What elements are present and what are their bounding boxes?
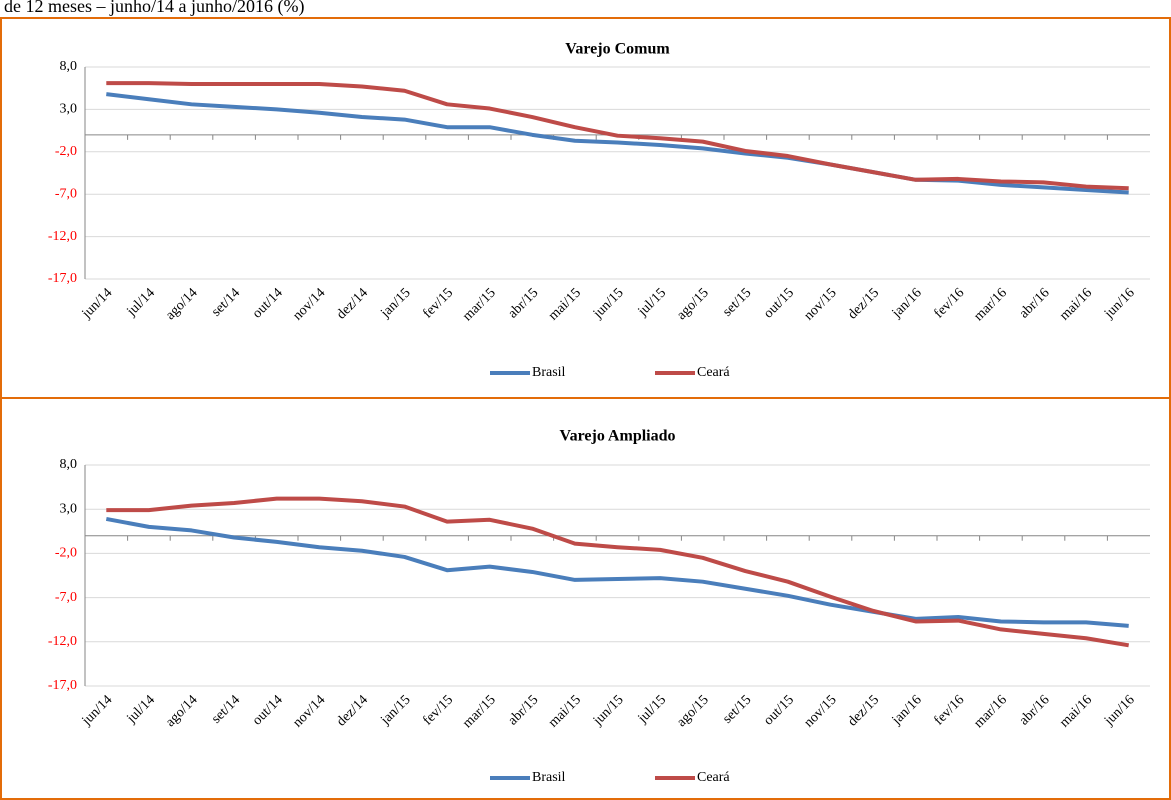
x-tick-label: set/15 — [720, 692, 754, 726]
x-tick-label: ago/14 — [163, 692, 201, 730]
series-line — [106, 92, 1129, 195]
y-tick-label: -12,0 — [48, 634, 77, 649]
x-tick-label: mai/15 — [546, 285, 584, 323]
x-tick-label: nov/15 — [801, 692, 839, 730]
series-line — [105, 516, 1129, 628]
y-tick-label: -17,0 — [48, 678, 77, 693]
x-tick-label: jan/16 — [889, 692, 925, 728]
x-tick-label: jun/14 — [79, 692, 116, 729]
x-tick-label: out/14 — [250, 285, 286, 321]
x-tick-label: out/15 — [761, 692, 797, 728]
y-tick-label: -2,0 — [55, 144, 77, 159]
y-tick-label: -7,0 — [55, 590, 77, 605]
x-tick-label: mai/15 — [546, 692, 584, 730]
y-tick-label: -17,0 — [48, 271, 77, 286]
x-tick-label: fev/15 — [420, 692, 456, 728]
legend-label: Brasil — [532, 365, 566, 380]
x-tick-label: dez/15 — [845, 285, 882, 322]
x-tick-label: jan/15 — [378, 692, 414, 728]
x-tick-label: mar/15 — [460, 692, 499, 731]
x-tick-label: jun/14 — [79, 285, 116, 322]
x-tick-label: abr/15 — [506, 692, 542, 728]
y-tick-label: -7,0 — [55, 186, 77, 201]
x-tick-label: mai/16 — [1057, 692, 1095, 730]
x-tick-label: abr/16 — [1017, 285, 1053, 321]
x-tick-label: jun/15 — [590, 692, 627, 729]
x-tick-label: ago/15 — [674, 285, 712, 323]
x-tick-label: jul/15 — [635, 285, 669, 319]
x-tick-label: mar/15 — [460, 285, 499, 324]
x-tick-label: set/14 — [209, 285, 243, 319]
x-tick-label: nov/14 — [290, 692, 328, 730]
x-tick-label: dez/15 — [845, 692, 882, 729]
y-tick-label: 8,0 — [60, 59, 78, 74]
x-tick-label: jun/16 — [1101, 285, 1138, 322]
x-tick-label: set/14 — [209, 692, 243, 726]
x-tick-label: abr/15 — [506, 285, 542, 321]
x-tick-label: mar/16 — [971, 692, 1010, 731]
x-tick-label: jun/15 — [590, 285, 627, 322]
series-line — [106, 81, 1129, 191]
x-tick-label: abr/16 — [1017, 692, 1053, 728]
chart-title: Varejo Comum — [565, 41, 670, 58]
y-tick-label: -2,0 — [55, 546, 77, 561]
y-tick-label: 3,0 — [60, 501, 78, 516]
caption: de 12 meses – junho/14 a junho/2016 (%) — [4, 0, 304, 17]
x-tick-label: ago/15 — [674, 692, 712, 730]
y-tick-label: 8,0 — [60, 457, 78, 472]
x-tick-label: jul/15 — [635, 692, 669, 726]
x-tick-label: dez/14 — [334, 285, 371, 322]
x-tick-label: fev/16 — [932, 692, 968, 728]
x-tick-label: set/15 — [720, 285, 754, 319]
x-tick-label: fev/15 — [420, 285, 456, 321]
x-tick-label: nov/14 — [290, 285, 328, 323]
x-tick-label: jul/14 — [124, 285, 158, 319]
chart-title: Varejo Ampliado — [559, 428, 675, 445]
x-tick-label: out/14 — [250, 692, 286, 728]
x-tick-label: out/15 — [761, 285, 797, 321]
x-tick-label: ago/14 — [163, 285, 201, 323]
panel-border — [0, 397, 1171, 800]
x-tick-label: mai/16 — [1057, 285, 1095, 323]
y-tick-label: 3,0 — [60, 102, 78, 117]
x-tick-label: jan/16 — [889, 285, 925, 321]
panel-border — [0, 17, 1171, 399]
x-tick-label: fev/16 — [932, 285, 968, 321]
x-tick-label: jul/14 — [124, 692, 158, 726]
legend-label: Brasil — [532, 770, 566, 785]
x-tick-label: jan/15 — [378, 285, 414, 321]
x-tick-label: jun/16 — [1101, 692, 1138, 729]
x-tick-label: nov/15 — [801, 285, 839, 323]
y-tick-label: -12,0 — [48, 229, 77, 244]
series-line — [106, 496, 1130, 648]
x-tick-label: dez/14 — [334, 692, 371, 729]
legend-label: Ceará — [697, 365, 730, 380]
legend-label: Ceará — [697, 770, 730, 785]
x-tick-label: mar/16 — [971, 285, 1010, 324]
